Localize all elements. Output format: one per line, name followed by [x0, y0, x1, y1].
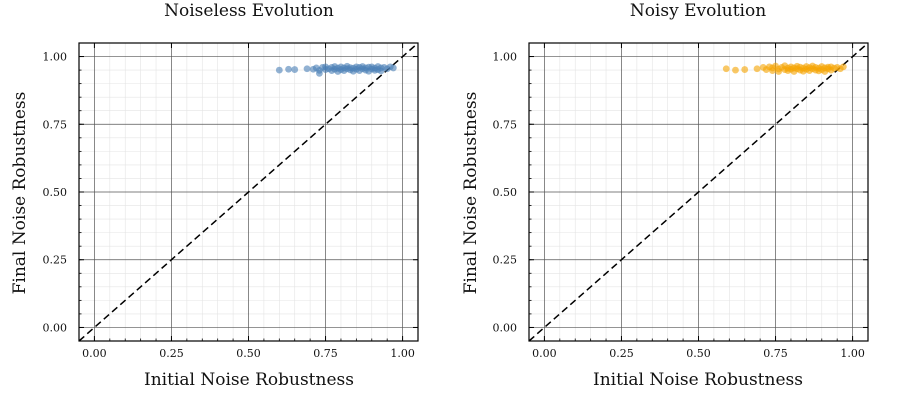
panel-noisy: Noisy Evolution Initial Noise Robustness… — [461, 1, 869, 390]
scatter-point — [839, 63, 847, 71]
scatter-point — [285, 65, 292, 73]
x-tick-label: 0.50 — [236, 347, 261, 360]
x-tick-label: 0.75 — [763, 347, 788, 360]
x-tick-label: 1.00 — [840, 347, 865, 360]
y-tick-label: 0.00 — [43, 321, 68, 334]
scatter-point — [732, 66, 739, 74]
plot-frame — [78, 42, 419, 342]
plot-frame — [528, 42, 869, 342]
scatter-point — [303, 65, 311, 73]
x-tick-label: 0.25 — [609, 347, 634, 360]
y-tick-label: 0.75 — [493, 118, 518, 131]
x-tick-label: 0.50 — [686, 347, 711, 360]
identity-line — [78, 42, 419, 342]
identity-line — [528, 42, 869, 342]
y-tick-label: 0.25 — [43, 254, 68, 267]
y-tick-label: 0.75 — [43, 118, 68, 131]
scatter-point — [275, 66, 283, 74]
y-tick-label: 1.00 — [493, 51, 518, 64]
x-tick-label: 1.00 — [390, 347, 415, 360]
scatter-point — [315, 69, 323, 77]
y-tick-label: 0.50 — [493, 186, 518, 199]
x-tick-label: 0.00 — [82, 347, 107, 360]
chart-title: Noisy Evolution — [630, 1, 766, 21]
scatter-point — [722, 65, 730, 73]
x-tick-label: 0.00 — [532, 347, 557, 360]
y-tick-label: 1.00 — [43, 51, 68, 64]
y-axis-label: Final Noise Robustness — [461, 92, 481, 295]
chart-title: Noiseless Evolution — [164, 1, 334, 21]
scatter-point — [389, 64, 397, 72]
y-tick-label: 0.50 — [43, 186, 68, 199]
scatter-point — [741, 66, 749, 73]
x-tick-label: 0.25 — [159, 347, 184, 360]
x-tick-label: 0.75 — [313, 347, 338, 360]
y-tick-label: 0.00 — [493, 321, 518, 334]
y-axis-label: Final Noise Robustness — [10, 92, 30, 295]
x-axis-label: Initial Noise Robustness — [144, 370, 354, 390]
x-axis-label: Initial Noise Robustness — [593, 370, 803, 390]
plot-area: 0.00 0.00 0.25 0.25 0.50 0.50 0.75 0.75 1.00 1.00 — [493, 42, 869, 360]
scatter-point — [291, 66, 299, 73]
panel-noiseless: Noiseless Evolution Initial Noise Robust… — [10, 1, 419, 390]
scatter-point — [753, 65, 761, 73]
plot-area: 0.00 0.00 0.25 0.25 0.50 0.50 0.75 0.75 1.00 1.00 — [43, 42, 419, 360]
y-tick-label: 0.25 — [493, 254, 518, 267]
